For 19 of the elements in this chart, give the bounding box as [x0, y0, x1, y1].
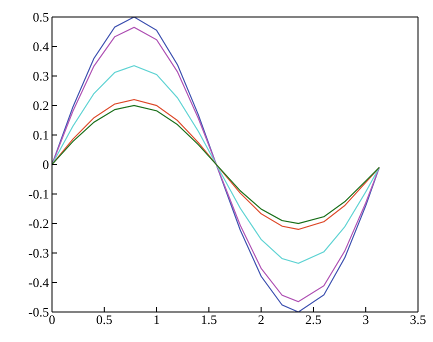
x-tick-label: 1.5 [200, 312, 217, 328]
y-tick-label: 0 [42, 157, 49, 172]
y-tick-label: 0.1 [32, 128, 49, 143]
y-tick-label: 0.4 [32, 39, 50, 54]
y-tick-label: 0.5 [32, 10, 49, 25]
x-tick-label: 3.5 [410, 312, 426, 328]
y-tick-label: 0.3 [32, 68, 49, 84]
y-tick-label: -0.3 [28, 246, 49, 261]
x-tick-label: 0.5 [96, 312, 112, 328]
x-tick-label: 2.5 [305, 312, 322, 328]
y-tick-label: -0.2 [28, 216, 49, 232]
x-tick-label: 1 [153, 312, 160, 328]
x-tick-label: 3 [362, 312, 369, 328]
y-tick-label: -0.5 [28, 304, 49, 320]
y-tick-label: -0.4 [28, 275, 50, 290]
y-tick-label: 0.2 [32, 98, 49, 114]
x-tick-label: 2 [258, 312, 264, 328]
y-tick-label: -0.1 [28, 186, 49, 202]
line-series [52, 65, 380, 264]
